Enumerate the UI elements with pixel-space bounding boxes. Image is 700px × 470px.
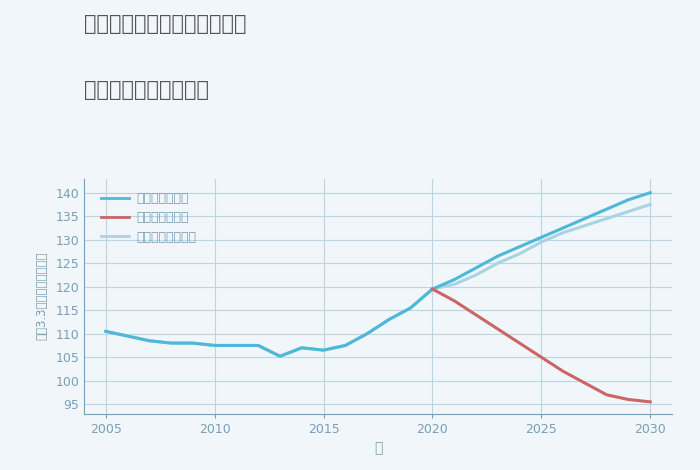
X-axis label: 年: 年 — [374, 441, 382, 455]
Text: 兵庫県西宮市甲子園七番町の: 兵庫県西宮市甲子園七番町の — [84, 14, 246, 34]
Legend: グッドシナリオ, バッドシナリオ, ノーマルシナリオ: グッドシナリオ, バッドシナリオ, ノーマルシナリオ — [96, 187, 201, 249]
Y-axis label: 坪（3.3㎡）単価（万円）: 坪（3.3㎡）単価（万円） — [35, 252, 48, 340]
Text: 中古戸建ての価格推移: 中古戸建ての価格推移 — [84, 80, 209, 100]
